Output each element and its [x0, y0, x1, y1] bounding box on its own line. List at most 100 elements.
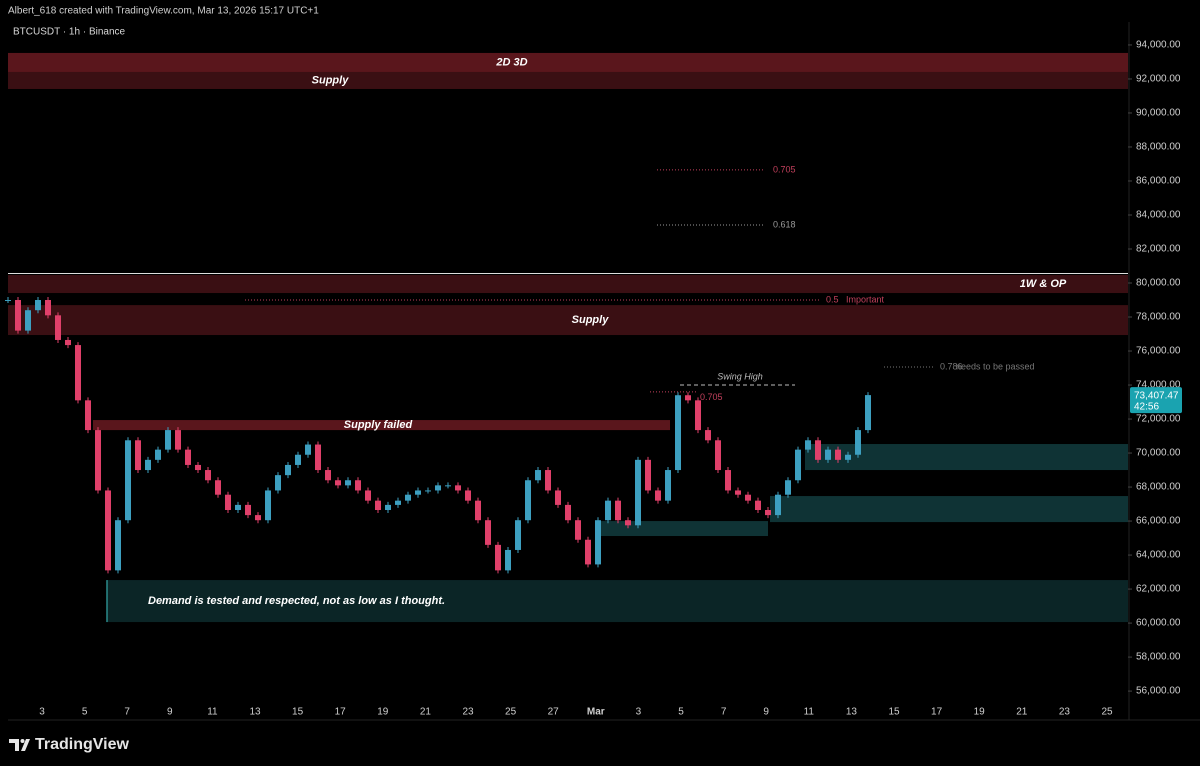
- candle: [415, 490, 421, 495]
- candle: [595, 520, 601, 565]
- candle: [35, 300, 41, 311]
- x-tick-label: 3: [39, 707, 45, 718]
- x-tick-label: 17: [335, 707, 347, 718]
- candle: [545, 470, 551, 491]
- candle: [835, 449, 841, 460]
- candle: [275, 475, 281, 491]
- attribution: Albert_618 created with TradingView.com,…: [8, 6, 319, 17]
- candle: [735, 490, 741, 495]
- candle: [225, 494, 231, 511]
- x-tick-label: 13: [249, 707, 261, 718]
- candle: [325, 470, 331, 481]
- y-tick-label: 70,000.00: [1136, 448, 1181, 459]
- candle: [475, 500, 481, 521]
- candle: [855, 430, 861, 455]
- candle: [505, 549, 511, 571]
- level-note: needs to be passed: [956, 361, 1035, 371]
- candle: [255, 515, 261, 521]
- candle: [215, 480, 221, 495]
- candle: [75, 345, 81, 401]
- candle: [765, 510, 771, 516]
- candle: [485, 520, 491, 545]
- candle: [65, 339, 71, 346]
- candle: [135, 440, 141, 471]
- x-tick-label: 9: [167, 707, 173, 718]
- zone: [107, 580, 1128, 623]
- symbol: BTCUSDT · 1h · Binance: [13, 27, 126, 38]
- y-tick-label: 82,000.00: [1136, 244, 1181, 255]
- candle: [755, 500, 761, 511]
- candle: [465, 490, 471, 501]
- candle: [95, 430, 101, 491]
- candle: [535, 470, 541, 481]
- x-tick-label: 7: [124, 707, 130, 718]
- x-tick-label: 23: [1059, 707, 1071, 718]
- x-tick-label: 19: [377, 707, 389, 718]
- level-label: 0.618: [773, 219, 796, 229]
- y-tick-label: 66,000.00: [1136, 516, 1181, 527]
- y-tick-label: 56,000.00: [1136, 686, 1181, 697]
- candle: [185, 449, 191, 465]
- candle: [115, 520, 121, 571]
- zone-label: Supply: [572, 314, 610, 326]
- candle: [605, 500, 611, 521]
- candle: [265, 490, 271, 521]
- candle: [365, 490, 371, 501]
- candle: [525, 480, 531, 521]
- candle: [455, 485, 461, 491]
- y-tick-label: 72,000.00: [1136, 414, 1181, 425]
- zone: [93, 420, 670, 431]
- candle: [825, 449, 831, 460]
- candle: [715, 440, 721, 471]
- candle: [405, 494, 411, 501]
- candle: [585, 539, 591, 565]
- level-label: 0.786: [940, 361, 963, 371]
- y-tick-label: 80,000.00: [1136, 278, 1181, 289]
- candle: [445, 485, 451, 487]
- candle: [345, 480, 351, 486]
- brand: TradingView: [35, 736, 130, 753]
- candle: [705, 430, 711, 441]
- countdown: 42:56: [1134, 402, 1159, 413]
- candle: [175, 430, 181, 450]
- candle: [245, 504, 251, 516]
- candle: [15, 300, 21, 331]
- y-tick-label: 68,000.00: [1136, 482, 1181, 493]
- zone: [8, 275, 1128, 294]
- last-price: 73,407.47: [1134, 391, 1179, 402]
- level-label: 0.705: [773, 164, 796, 174]
- candle: [805, 440, 811, 450]
- candle: [425, 490, 431, 492]
- y-tick-label: 62,000.00: [1136, 584, 1181, 595]
- candle: [555, 490, 561, 505]
- y-tick-label: 90,000.00: [1136, 108, 1181, 119]
- candle: [685, 395, 691, 401]
- tv-logo: [9, 739, 30, 751]
- candle: [195, 464, 201, 471]
- candle: [335, 480, 341, 486]
- zone: [8, 52, 1128, 72]
- zone-label: 1W & OP: [1020, 278, 1067, 290]
- candle: [395, 500, 401, 505]
- x-tick-label: 17: [931, 707, 943, 718]
- zone-label: Demand is tested and respected, not as l…: [148, 595, 445, 607]
- candle: [305, 444, 311, 455]
- x-tick-label: 9: [763, 707, 769, 718]
- candle: [385, 504, 391, 511]
- x-tick-label: 27: [548, 707, 560, 718]
- candle: [725, 470, 731, 491]
- candle: [565, 504, 571, 521]
- candle: [205, 470, 211, 481]
- x-tick-label: 5: [678, 707, 684, 718]
- y-tick-label: 64,000.00: [1136, 550, 1181, 561]
- candle: [495, 544, 501, 571]
- x-tick-label: 19: [974, 707, 986, 718]
- y-tick-label: 88,000.00: [1136, 142, 1181, 153]
- x-tick-label: 23: [462, 707, 474, 718]
- y-tick-label: 74,000.00: [1136, 380, 1181, 391]
- candle: [125, 440, 131, 521]
- candle: [285, 464, 291, 476]
- zone: [770, 496, 1128, 523]
- level-note: Important: [846, 294, 885, 304]
